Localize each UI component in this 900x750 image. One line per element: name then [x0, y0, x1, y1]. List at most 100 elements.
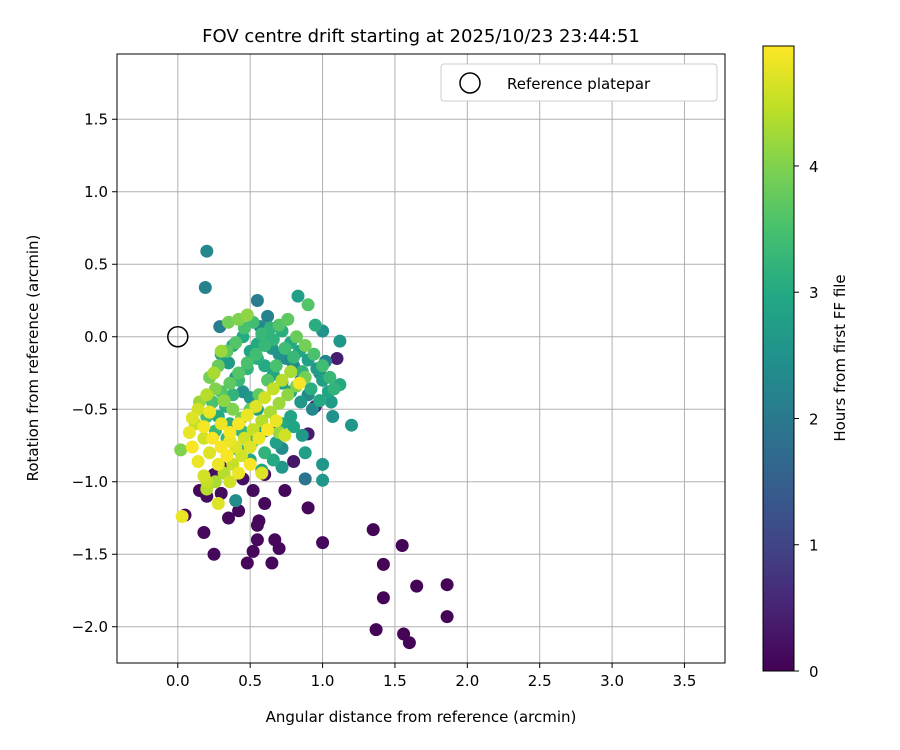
data-point [222, 315, 235, 329]
data-point [258, 497, 272, 510]
data-point [301, 501, 315, 515]
data-point [198, 281, 212, 294]
data-point [326, 410, 340, 423]
data-point [278, 428, 292, 442]
data-point [295, 428, 309, 442]
data-point [287, 350, 301, 364]
data-point [324, 395, 338, 409]
data-point [249, 399, 263, 413]
data-point [223, 475, 237, 489]
data-point [281, 312, 295, 326]
data-point [410, 579, 424, 593]
x-tick-label: 1.0 [311, 672, 335, 690]
x-tick-label: 0.0 [166, 672, 190, 690]
data-point [226, 402, 240, 416]
data-point [298, 472, 312, 486]
data-point [395, 539, 409, 552]
y-tick-label: −1.0 [72, 473, 108, 491]
data-point [207, 366, 221, 380]
colorbar-gradient [762, 45, 795, 672]
plot-frame [116, 53, 726, 664]
x-axis: 0.0 0.5 1.0 1.5 2.0 2.5 3.0 3.5 [166, 663, 696, 690]
grid [117, 54, 725, 663]
legend-marker [459, 72, 481, 94]
data-point [323, 370, 337, 384]
colorbar-ticks: 0 1 2 3 4 [794, 158, 819, 681]
x-tick-label: 2.0 [455, 672, 479, 690]
data-point [214, 440, 228, 454]
data-point [255, 466, 269, 480]
data-point [275, 460, 289, 474]
x-tick-label: 0.5 [238, 672, 262, 690]
data-point [197, 526, 211, 539]
data-point [402, 636, 416, 650]
data-point [327, 382, 341, 396]
data-point [249, 347, 263, 361]
data-point [246, 484, 260, 497]
data-point [258, 446, 272, 460]
data-point [222, 511, 235, 525]
data-point [316, 359, 330, 373]
data-point [275, 373, 289, 387]
data-point [316, 457, 330, 471]
data-point [287, 455, 301, 468]
data-point [243, 457, 257, 471]
data-point [191, 455, 205, 468]
data-point [207, 547, 221, 561]
colorbar-tick-label: 1 [809, 537, 819, 555]
x-axis-label: Angular distance from reference (arcmin) [266, 708, 577, 726]
data-point [269, 359, 283, 373]
x-tick-label: 2.5 [528, 672, 552, 690]
data-point [217, 394, 231, 408]
data-point [200, 244, 214, 258]
data-point [206, 431, 219, 445]
data-point [240, 308, 254, 322]
data-point [232, 366, 246, 380]
data-point [261, 309, 275, 323]
data-point [369, 623, 383, 637]
data-point [246, 544, 260, 558]
data-point [232, 504, 246, 518]
data-point [287, 420, 301, 434]
data-point [330, 352, 344, 365]
data-point [203, 446, 217, 460]
data-point [345, 418, 358, 432]
data-point [258, 339, 272, 352]
data-point [440, 610, 454, 624]
data-point [197, 420, 211, 434]
data-point [268, 533, 282, 547]
data-point [222, 356, 235, 370]
data-point [291, 289, 305, 303]
data-point [266, 453, 280, 467]
y-tick-label: −2.0 [72, 618, 108, 636]
data-point [223, 426, 237, 439]
legend: Reference platepar [440, 63, 718, 102]
data-point [240, 408, 254, 422]
legend-entry: Reference platepar [507, 75, 651, 93]
data-point [185, 411, 199, 425]
data-point [182, 426, 196, 439]
data-point [269, 414, 283, 428]
data-point [333, 334, 347, 348]
colorbar: 0 1 2 3 4 Hours from first FF file [762, 45, 849, 681]
y-axis: −2.0 −1.5 −1.0 −0.5 0.0 0.5 1.0 1.5 [72, 110, 117, 636]
data-point [298, 339, 312, 352]
data-point [243, 440, 257, 454]
data-point [266, 382, 280, 396]
y-tick-label: 1.0 [84, 183, 108, 201]
reference-marker [167, 326, 189, 348]
data-point [305, 402, 319, 416]
colorbar-tick-label: 3 [809, 284, 819, 302]
data-point [232, 466, 246, 480]
data-point [376, 557, 390, 571]
data-point [308, 318, 322, 332]
data-point [250, 518, 264, 532]
data-point [292, 376, 306, 390]
data-points [174, 244, 454, 650]
colorbar-tick-label: 4 [809, 158, 819, 176]
data-point [214, 486, 228, 500]
data-point [258, 391, 272, 405]
data-point [250, 294, 264, 307]
data-point [174, 443, 188, 457]
